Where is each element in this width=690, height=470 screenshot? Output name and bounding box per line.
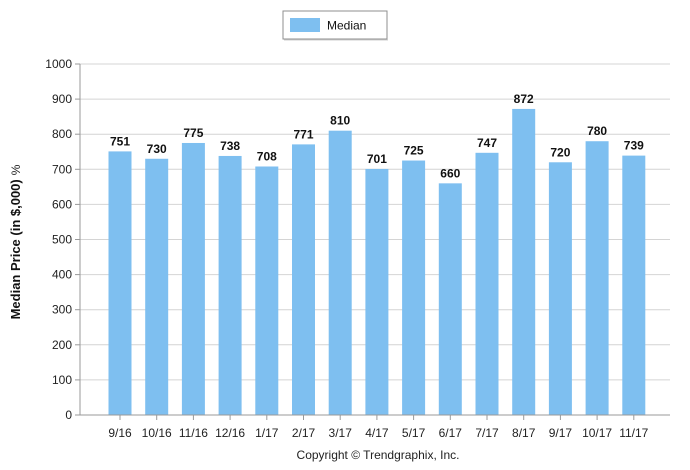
- y-tick-label: 600: [52, 197, 72, 211]
- legend-swatch: [290, 18, 320, 32]
- x-tick-label: 1/17: [255, 426, 279, 440]
- data-label: 872: [514, 92, 534, 106]
- x-tick-label: 8/17: [512, 426, 536, 440]
- data-label: 701: [367, 152, 387, 166]
- legend-box: [282, 10, 388, 40]
- y-tick-label: 400: [52, 268, 72, 282]
- x-tick-label: 4/17: [365, 426, 389, 440]
- data-label: 747: [477, 136, 497, 150]
- bar-4-17: [365, 168, 389, 415]
- x-tick-label: 9/17: [549, 426, 573, 440]
- y-tick-label: 700: [52, 162, 72, 176]
- bars: [108, 108, 646, 416]
- y-tick-label: 0: [65, 408, 72, 422]
- bar-2-17: [292, 144, 315, 415]
- x-tick-labels: 9/16 10/16 11/16 12/16 1/17 2/17 3/17 4/17 5/17 6…: [108, 415, 649, 440]
- x-tick-label: 11/17: [619, 426, 648, 440]
- y-axis-title: Median Price (in $,000)%: [8, 164, 23, 319]
- data-label: 751: [110, 134, 130, 148]
- y-tick-label: 100: [52, 373, 72, 387]
- bar-8-17: [512, 108, 536, 415]
- data-labels: 751 730 775 738 708 771 810 701 725 660 747 872 720 7…: [110, 92, 644, 180]
- data-label: 771: [293, 127, 313, 141]
- data-label: 730: [147, 142, 167, 156]
- legend-label: Median: [327, 19, 366, 33]
- data-label: 708: [257, 149, 277, 163]
- data-label: 780: [587, 124, 607, 138]
- y-tick-labels: 0 100 200 300 400 500 600 700 800 900 1000: [45, 57, 80, 422]
- copyright-footer: Copyright © Trendgraphix, Inc.: [297, 448, 460, 462]
- y-tick-label: 200: [52, 338, 72, 352]
- y-tick-label: 1000: [45, 57, 72, 71]
- y-tick-label: 500: [52, 233, 72, 247]
- data-label: 775: [183, 126, 203, 140]
- data-label: 739: [624, 139, 644, 153]
- data-label: 725: [404, 144, 424, 158]
- bar-5-17: [402, 160, 426, 415]
- data-label: 660: [440, 166, 460, 180]
- bar-10-16: [145, 158, 169, 415]
- bar-12-16: [218, 155, 242, 415]
- x-tick-label: 10/16: [142, 426, 172, 440]
- y-tick-label: 900: [52, 92, 72, 106]
- bar-9-17: [548, 162, 572, 415]
- x-tick-label: 6/17: [439, 426, 463, 440]
- x-tick-label: 9/16: [108, 426, 132, 440]
- y-axis-title-group: Median Price (in $,000)%: [8, 164, 23, 319]
- x-tick-label: 12/16: [215, 426, 245, 440]
- bar-9-16: [108, 151, 132, 416]
- bar-1-17: [255, 166, 279, 415]
- x-tick-label: 2/17: [292, 426, 316, 440]
- x-tick-label: 10/17: [582, 426, 612, 440]
- data-label: 810: [330, 114, 350, 128]
- legend: Median: [282, 10, 388, 41]
- bar-3-17: [328, 130, 352, 415]
- x-tick-label: 3/17: [329, 426, 353, 440]
- x-tick-label: 5/17: [402, 426, 426, 440]
- x-tick-label: 11/16: [179, 426, 208, 440]
- bar-11-17: [622, 155, 646, 415]
- x-tick-label: 7/17: [475, 426, 499, 440]
- data-label: 738: [220, 139, 240, 153]
- y-tick-label: 800: [52, 127, 72, 141]
- data-label: 720: [550, 145, 570, 159]
- bar-11-16: [181, 142, 205, 415]
- y-tick-label: 300: [52, 303, 72, 317]
- bar-10-17: [585, 141, 609, 415]
- bar-6-17: [438, 183, 462, 415]
- bar-7-17: [475, 152, 499, 416]
